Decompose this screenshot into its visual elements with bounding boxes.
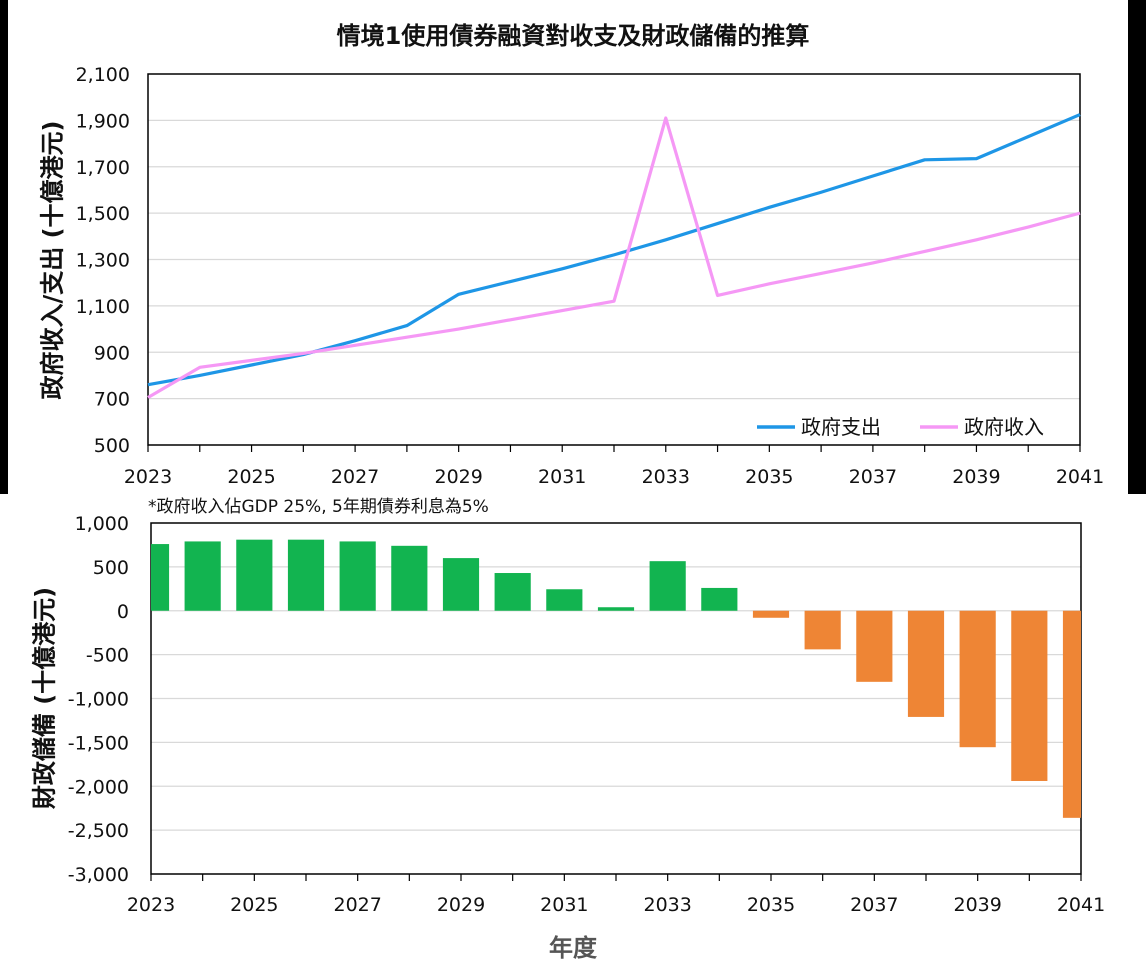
- y-tick-label: 1,900: [76, 110, 130, 132]
- x-tick-label: 2033: [643, 894, 691, 916]
- series-line-revenue: [147, 116, 1081, 399]
- y-tick-label: 1,500: [76, 203, 130, 225]
- y-tick-label: 900: [94, 342, 130, 364]
- bar: [701, 587, 738, 611]
- y-tick-label: 1,100: [76, 296, 130, 318]
- line-chart-y-axis-title: 政府收入/支出 (十億港元): [38, 120, 67, 400]
- bar: [752, 610, 790, 618]
- y-tick-label: 1,000: [75, 513, 129, 535]
- bar: [287, 539, 325, 611]
- x-tick-label: 2035: [747, 894, 795, 916]
- y-tick-label: 1,300: [76, 250, 130, 272]
- x-tick-label: 2041: [1057, 894, 1105, 916]
- x-tick-label: 2033: [642, 466, 690, 488]
- y-tick-label: -3,000: [68, 864, 129, 886]
- x-tick-label: 2023: [127, 894, 175, 916]
- bar: [494, 573, 531, 611]
- bar: [804, 610, 841, 650]
- bar: [184, 541, 221, 611]
- bar: [1011, 610, 1048, 781]
- x-tick-label: 2039: [953, 894, 1001, 916]
- y-tick-label: 700: [94, 389, 130, 411]
- bar: [649, 561, 686, 611]
- x-tick-label: 2029: [437, 894, 485, 916]
- x-tick-label: 2037: [849, 466, 897, 488]
- x-tick-label: 2027: [333, 894, 381, 916]
- bar: [959, 610, 996, 748]
- legend-label-revenue: 政府收入: [964, 415, 1044, 439]
- legend-label-expenditure: 政府支出: [801, 415, 881, 439]
- bar-chart: 1,000 500 0 -500 -1,000 -1,500 -2,000 -2,500 -3,…: [68, 513, 1105, 916]
- x-tick-label: 2025: [227, 466, 275, 488]
- x-tick-label: 2031: [538, 466, 586, 488]
- bar: [151, 544, 170, 611]
- series-line-expenditure: [147, 113, 1081, 387]
- bar-chart-y-axis-title: 財政儲備 (十億港元): [30, 586, 59, 810]
- y-tick-label: -500: [86, 645, 129, 667]
- bar: [442, 558, 480, 611]
- y-tick-label: -2,000: [68, 776, 129, 798]
- x-tick-label: 2031: [540, 894, 588, 916]
- left-edge-bar: [0, 0, 8, 494]
- x-tick-label: 2039: [952, 466, 1000, 488]
- bar: [597, 607, 635, 611]
- bar: [236, 539, 273, 611]
- bar: [391, 545, 428, 611]
- line-chart: 500 700 900 1,100 1,300 1,500 1,700 1,900 2,100 2…: [76, 64, 1105, 488]
- x-tick-label: 2029: [434, 466, 482, 488]
- y-tick-label: 0: [117, 601, 129, 623]
- x-tick-label: 2023: [124, 466, 172, 488]
- y-tick-label: 500: [94, 435, 130, 457]
- x-tick-label: 2035: [745, 466, 793, 488]
- x-tick-label: 2027: [331, 466, 379, 488]
- x-tick-label: 2025: [230, 894, 278, 916]
- x-tick-label: 2037: [850, 894, 898, 916]
- y-tick-label: 1,700: [76, 157, 130, 179]
- y-tick-label: -1,000: [68, 689, 129, 711]
- y-tick-label: 500: [93, 557, 129, 579]
- y-tick-label: 2,100: [76, 64, 130, 86]
- bar: [856, 610, 893, 682]
- bar: [907, 610, 945, 717]
- assumption-note: *政府收入佔GDP 25%, 5年期債券利息為5%: [148, 497, 489, 517]
- bar: [546, 589, 583, 611]
- x-tick-label: 2041: [1056, 466, 1104, 488]
- bar: [1062, 610, 1081, 818]
- bar: [339, 541, 376, 611]
- y-tick-label: -2,500: [68, 820, 129, 842]
- bar-chart-x-axis-title: 年度: [549, 934, 597, 962]
- y-tick-label: -1,500: [68, 732, 129, 754]
- legend: 政府支出 政府收入: [757, 415, 1044, 439]
- chart-title: 情境1使用債券融資對收支及財政儲備的推算: [336, 22, 810, 50]
- right-edge-bar: [1128, 0, 1146, 494]
